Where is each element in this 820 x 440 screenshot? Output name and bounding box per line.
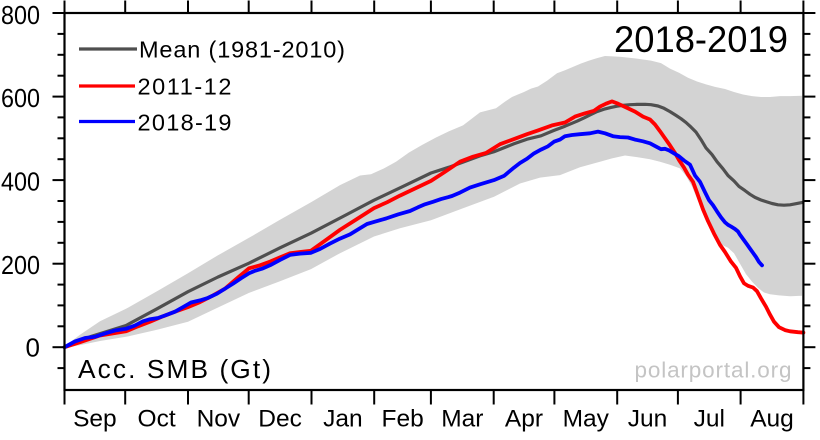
svg-text:Nov: Nov: [197, 406, 241, 433]
svg-text:Acc. SMB (Gt): Acc. SMB (Gt): [78, 354, 271, 384]
svg-text:800: 800: [1, 0, 40, 30]
svg-text:400: 400: [1, 167, 40, 197]
svg-text:polarportal.org: polarportal.org: [635, 358, 792, 383]
svg-text:Mar: Mar: [441, 406, 483, 433]
svg-text:2018-19: 2018-19: [138, 110, 232, 136]
svg-text:600: 600: [1, 83, 40, 113]
svg-text:0: 0: [26, 333, 40, 363]
svg-text:200: 200: [1, 250, 40, 280]
svg-text:Oct: Oct: [138, 406, 176, 433]
svg-text:Apr: Apr: [505, 406, 543, 433]
svg-text:Aug: Aug: [750, 406, 794, 433]
svg-text:Mean (1981-2010): Mean (1981-2010): [139, 37, 345, 63]
svg-text:Sep: Sep: [73, 406, 117, 433]
svg-text:Jan: Jan: [323, 406, 363, 433]
svg-text:Jul: Jul: [694, 406, 725, 433]
svg-text:Feb: Feb: [381, 406, 423, 433]
svg-text:Dec: Dec: [258, 406, 302, 433]
svg-text:2018-2019: 2018-2019: [614, 19, 788, 60]
svg-text:Jun: Jun: [628, 406, 668, 433]
svg-text:2011-12: 2011-12: [138, 74, 232, 100]
svg-text:May: May: [563, 406, 610, 433]
